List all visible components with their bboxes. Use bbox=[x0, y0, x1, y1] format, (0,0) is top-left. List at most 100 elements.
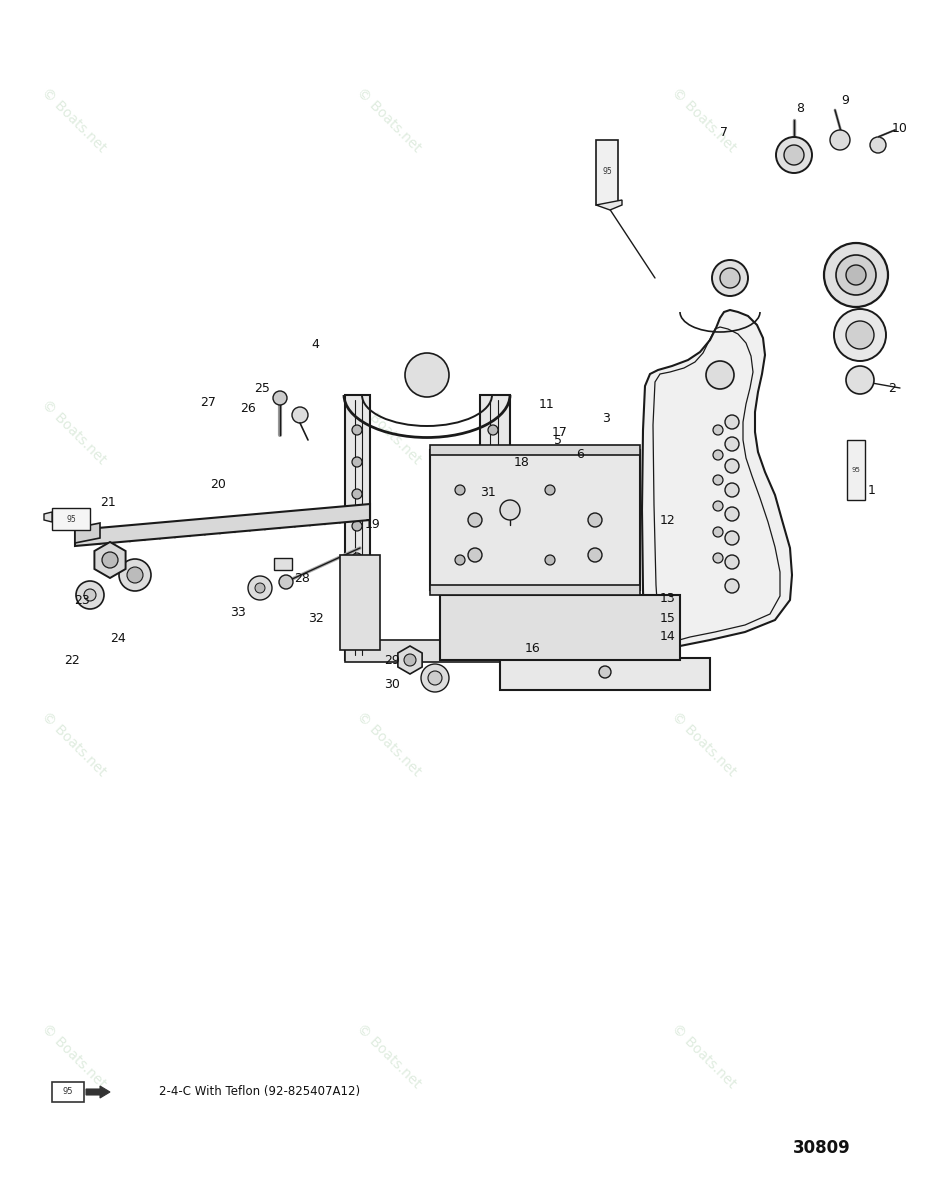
Circle shape bbox=[784, 145, 804, 164]
Polygon shape bbox=[430, 584, 640, 595]
Text: © Boats.net: © Boats.net bbox=[39, 397, 109, 467]
Circle shape bbox=[488, 457, 498, 467]
Text: 1: 1 bbox=[868, 484, 876, 497]
Circle shape bbox=[352, 584, 362, 595]
Circle shape bbox=[102, 552, 118, 568]
Polygon shape bbox=[480, 395, 510, 660]
Text: © Boats.net: © Boats.net bbox=[39, 85, 109, 155]
Circle shape bbox=[725, 506, 739, 521]
Circle shape bbox=[488, 584, 498, 595]
Polygon shape bbox=[430, 445, 640, 455]
Polygon shape bbox=[75, 523, 100, 542]
Text: 15: 15 bbox=[660, 612, 676, 624]
Text: 95: 95 bbox=[852, 467, 860, 473]
Circle shape bbox=[488, 521, 498, 530]
Polygon shape bbox=[398, 646, 422, 674]
Text: 10: 10 bbox=[892, 121, 907, 134]
Text: © Boats.net: © Boats.net bbox=[669, 1021, 739, 1091]
Text: 95: 95 bbox=[63, 1087, 73, 1097]
Circle shape bbox=[846, 320, 874, 349]
Bar bbox=[847, 440, 865, 500]
Text: © Boats.net: © Boats.net bbox=[354, 1021, 424, 1091]
Text: 30809: 30809 bbox=[794, 1139, 851, 1157]
Circle shape bbox=[846, 265, 866, 284]
Text: 21: 21 bbox=[100, 496, 116, 509]
Text: 95: 95 bbox=[602, 168, 612, 176]
Text: 5: 5 bbox=[554, 433, 562, 446]
Circle shape bbox=[255, 583, 265, 593]
Circle shape bbox=[713, 475, 723, 485]
Text: 26: 26 bbox=[240, 402, 256, 414]
Circle shape bbox=[725, 482, 739, 497]
Text: 33: 33 bbox=[231, 606, 246, 618]
Bar bbox=[52, 508, 90, 530]
Circle shape bbox=[352, 617, 362, 626]
Text: © Boats.net: © Boats.net bbox=[39, 1021, 109, 1091]
Circle shape bbox=[588, 548, 602, 562]
Text: 25: 25 bbox=[254, 382, 270, 395]
Circle shape bbox=[713, 527, 723, 538]
Circle shape bbox=[725, 415, 739, 428]
Text: © Boats.net: © Boats.net bbox=[354, 397, 424, 467]
Text: © Boats.net: © Boats.net bbox=[669, 709, 739, 779]
Text: 23: 23 bbox=[74, 594, 90, 606]
Circle shape bbox=[488, 490, 498, 499]
Text: 9: 9 bbox=[841, 94, 849, 107]
Circle shape bbox=[428, 671, 442, 685]
Circle shape bbox=[725, 437, 739, 451]
Circle shape bbox=[404, 654, 416, 666]
Text: 31: 31 bbox=[480, 486, 496, 498]
Polygon shape bbox=[345, 395, 370, 660]
Circle shape bbox=[713, 553, 723, 563]
Circle shape bbox=[599, 666, 611, 678]
Text: 12: 12 bbox=[660, 514, 676, 527]
Text: 8: 8 bbox=[796, 102, 804, 114]
Circle shape bbox=[725, 530, 739, 545]
Circle shape bbox=[488, 617, 498, 626]
Circle shape bbox=[352, 553, 362, 563]
Circle shape bbox=[488, 553, 498, 563]
Text: 95: 95 bbox=[66, 515, 76, 523]
Circle shape bbox=[500, 500, 520, 520]
Circle shape bbox=[725, 458, 739, 473]
Circle shape bbox=[273, 391, 287, 404]
Polygon shape bbox=[596, 200, 622, 210]
Text: 6: 6 bbox=[576, 449, 584, 462]
Circle shape bbox=[76, 581, 104, 608]
Bar bbox=[596, 140, 618, 205]
Text: 4: 4 bbox=[311, 338, 319, 352]
Text: 13: 13 bbox=[660, 592, 676, 605]
Text: 30: 30 bbox=[384, 678, 400, 691]
Circle shape bbox=[588, 514, 602, 527]
Text: 24: 24 bbox=[110, 631, 126, 644]
Polygon shape bbox=[86, 1086, 110, 1098]
Circle shape bbox=[713, 425, 723, 434]
Text: © Boats.net: © Boats.net bbox=[39, 709, 109, 779]
Polygon shape bbox=[75, 504, 370, 546]
Circle shape bbox=[725, 578, 739, 593]
Polygon shape bbox=[340, 554, 380, 650]
Circle shape bbox=[248, 576, 272, 600]
Circle shape bbox=[352, 425, 362, 434]
Circle shape bbox=[830, 130, 850, 150]
Text: © Boats.net: © Boats.net bbox=[354, 709, 424, 779]
Text: 32: 32 bbox=[308, 612, 324, 624]
Circle shape bbox=[545, 485, 555, 494]
Circle shape bbox=[279, 575, 293, 589]
Circle shape bbox=[846, 366, 874, 394]
Text: 19: 19 bbox=[365, 518, 381, 532]
Polygon shape bbox=[345, 640, 510, 662]
Text: © Boats.net: © Boats.net bbox=[354, 85, 424, 155]
Circle shape bbox=[720, 268, 740, 288]
Bar bbox=[274, 558, 292, 570]
Polygon shape bbox=[500, 658, 710, 690]
Text: 14: 14 bbox=[660, 630, 676, 642]
Text: 29: 29 bbox=[384, 654, 400, 666]
Polygon shape bbox=[642, 310, 792, 658]
Circle shape bbox=[713, 502, 723, 511]
Circle shape bbox=[405, 353, 449, 397]
Text: 18: 18 bbox=[514, 456, 530, 468]
Circle shape bbox=[352, 490, 362, 499]
Text: 3: 3 bbox=[602, 412, 610, 425]
Text: 17: 17 bbox=[552, 426, 568, 438]
